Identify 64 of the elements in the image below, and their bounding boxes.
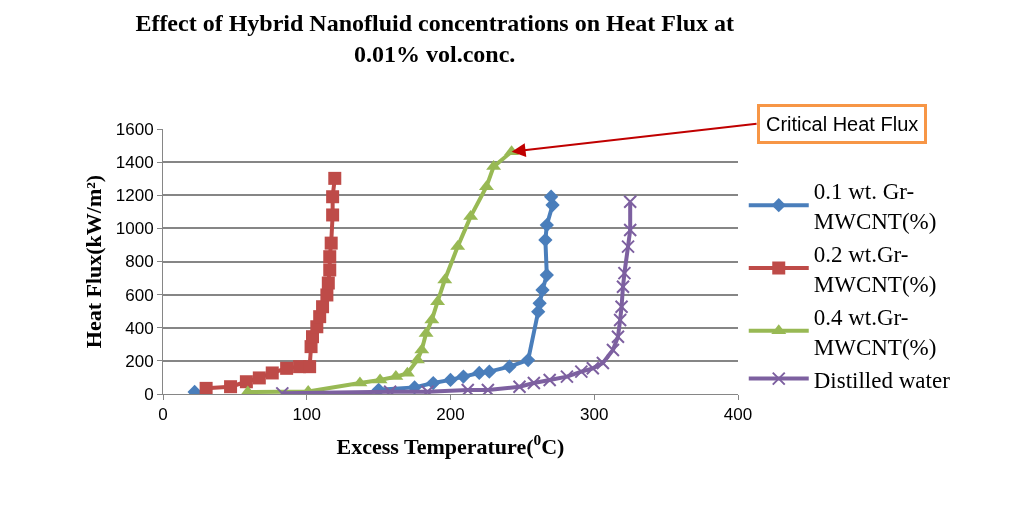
legend-label: 0.1 wt. Gr-MWCNT(%) xyxy=(813,179,937,235)
legend-label: 0.4 wt.Gr-MWCNT(%) xyxy=(813,304,937,360)
point xyxy=(239,375,253,389)
point xyxy=(482,364,497,379)
legend-label: Distilled water xyxy=(813,367,951,393)
point xyxy=(613,312,628,327)
y-tick-label: 1000 xyxy=(115,219,154,239)
y-tick-label: 400 xyxy=(125,318,154,338)
point xyxy=(539,267,554,283)
point xyxy=(480,383,495,394)
point xyxy=(543,189,559,204)
y-tick-label: 1600 xyxy=(115,119,154,139)
point xyxy=(443,372,458,388)
y-tick-label: 200 xyxy=(125,351,154,371)
point xyxy=(532,296,547,311)
point xyxy=(520,352,536,368)
point xyxy=(621,239,636,254)
point xyxy=(616,279,630,294)
x-tick-label: 200 xyxy=(436,405,465,425)
annotation: Critical Heat Flux xyxy=(766,113,919,135)
point xyxy=(328,171,342,185)
y-tick-label: 1400 xyxy=(115,153,154,173)
point xyxy=(326,208,340,222)
y-tick-label: 1200 xyxy=(115,186,154,206)
x-tick-label: 100 xyxy=(292,405,321,425)
point xyxy=(324,236,338,250)
point xyxy=(623,194,638,209)
point xyxy=(539,217,554,233)
x-tick-label: 0 xyxy=(158,405,168,425)
point xyxy=(538,232,553,248)
point xyxy=(605,342,620,357)
legend-label: 0.2 wt.Gr-MWCNT(%) xyxy=(813,241,937,297)
point xyxy=(323,250,337,264)
point xyxy=(252,371,266,385)
point xyxy=(199,381,213,394)
point xyxy=(526,376,541,391)
x-axis-title: Excess Temperature($^{0}$C) xyxy=(336,431,565,460)
x-tick-label: 400 xyxy=(723,405,753,425)
point xyxy=(617,266,632,281)
point xyxy=(321,276,335,290)
y-tick-label: 600 xyxy=(125,285,154,305)
y-tick-label: 800 xyxy=(125,252,154,272)
point xyxy=(316,300,330,314)
point xyxy=(512,379,527,394)
chart-title: Effect of Hybrid Nanofluid concentrations on Heat Flux at 0.01% vol.conc. xyxy=(135,9,735,67)
x-tick-label: 300 xyxy=(580,405,609,425)
point xyxy=(595,356,610,371)
point xyxy=(224,380,238,394)
point xyxy=(610,329,625,344)
point xyxy=(623,223,638,238)
point xyxy=(535,282,550,298)
point xyxy=(559,369,574,384)
point xyxy=(280,361,294,375)
point xyxy=(614,299,629,314)
point xyxy=(265,366,279,380)
point xyxy=(303,360,317,374)
point xyxy=(326,190,340,204)
y-axis-title: Heat Flux(kW/m²) xyxy=(80,174,106,349)
point xyxy=(456,369,471,384)
y-tick-label: 0 xyxy=(144,384,154,404)
point xyxy=(323,263,337,277)
point xyxy=(460,383,475,394)
point xyxy=(502,359,517,374)
point xyxy=(542,372,557,387)
